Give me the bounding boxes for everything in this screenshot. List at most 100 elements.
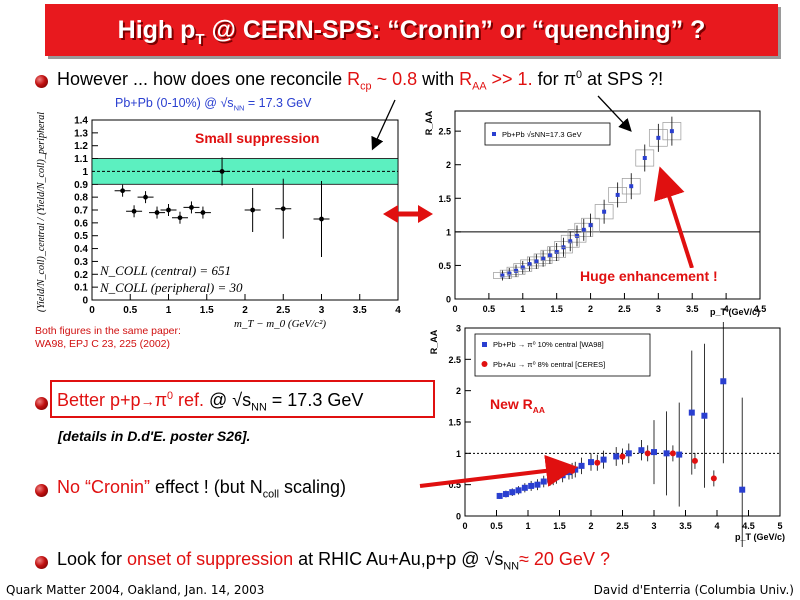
data-point [625, 450, 632, 457]
bullet-icon [35, 484, 48, 497]
pp-reference-box [50, 380, 435, 418]
y-tick-label: 0.8 [74, 193, 88, 204]
left-plot: 0 0.5 1 1.5 2 2.5 3 3.5 400.10.20.30.40.50.60.70… [36, 112, 401, 330]
data-point [509, 489, 516, 496]
legend-box [474, 333, 651, 377]
x-tick-label: 5 [777, 521, 782, 531]
legend-label-wa98: Pb+Pb → π⁰ 10% central [WA98] [493, 340, 604, 349]
data-point [143, 194, 148, 200]
data-point [189, 205, 194, 210]
legend-box [484, 122, 611, 146]
y-tick-label: 1.5 [448, 418, 461, 428]
data-point [691, 457, 698, 464]
x-axis-label: p_T (GeV/c) [710, 307, 760, 317]
data-point [688, 409, 695, 416]
y-tick-label: 0.6 [74, 218, 88, 229]
data-point [651, 449, 657, 456]
data-point [588, 223, 593, 228]
data-point [528, 482, 535, 489]
data-point [581, 227, 586, 232]
x-tick-label: 4.5 [742, 521, 755, 531]
data-point [534, 259, 539, 264]
data-point [613, 453, 620, 460]
data-point [541, 256, 546, 261]
data-point [319, 216, 324, 222]
y-tick-label: 1.3 [74, 128, 88, 139]
data-point [534, 481, 541, 488]
y-axis-label: R_AA [429, 329, 439, 354]
x-tick-label: 0 [452, 304, 457, 314]
data-point [120, 188, 125, 194]
y-tick-label: 1.1 [74, 154, 88, 165]
data-point [154, 210, 160, 215]
x-tick-label: 1.5 [550, 304, 563, 314]
title-bar: High pT @ CERN-SPS: “Cronin” or “quenchi… [45, 4, 778, 56]
x-tick-label: 2.5 [616, 521, 629, 531]
y-tick-label: 0.4 [74, 244, 88, 255]
x-tick-label: 2 [588, 304, 593, 314]
data-point [496, 492, 503, 499]
x-tick-label: 2.5 [618, 304, 631, 314]
y-tick-label: 1.4 [74, 116, 88, 127]
x-tick-label: 2 [588, 521, 593, 531]
data-point [200, 210, 206, 215]
data-point [547, 253, 552, 258]
legend-label: Pb+Pb √sNN=17.3 GeV [502, 130, 582, 139]
paper-note: Both figures in the same paper: WA98, EP… [35, 325, 181, 351]
y-tick-label: 0.1 [74, 283, 88, 294]
data-point [594, 459, 601, 466]
data-point [644, 450, 651, 457]
data-point [739, 486, 746, 493]
data-point [540, 478, 547, 485]
data-point [568, 239, 573, 244]
data-point [514, 268, 518, 273]
y-tick-label: 0.3 [74, 257, 88, 268]
x-tick-label: 3.5 [353, 305, 367, 316]
data-point [550, 474, 557, 481]
x-tick-label: 0.5 [483, 304, 496, 314]
x-axis-label: p_T (GeV/c) [735, 532, 785, 542]
data-point [669, 129, 674, 134]
y-tick-label: 2.5 [448, 355, 461, 365]
data-point [588, 459, 594, 466]
y-tick-label: 0 [456, 512, 461, 522]
legend-marker-wa98 [482, 342, 487, 347]
x-tick-label: 1 [525, 521, 530, 531]
y-tick-label: 1.2 [74, 141, 88, 152]
right-bottom-plot: 0 0.5 1 1.5 2 2.5 3 3.5 4 4.5 5 0 0.5 1 1.5 2 2.5 3 Pb+Pb … [429, 322, 785, 547]
y-tick-label: 0.7 [74, 206, 88, 217]
data-point [500, 273, 505, 278]
bullet-4-text: Look for onset of suppression at RHIC Au… [57, 549, 610, 573]
left-plot-header: Pb+Pb (0-10%) @ √sNN = 17.3 GeV [115, 96, 312, 113]
x-tick-label: 0.5 [123, 305, 137, 316]
huge-enhancement-label: Huge enhancement ! [580, 268, 718, 284]
x-tick-label: 3 [656, 304, 661, 314]
data-point [663, 450, 670, 457]
x-tick-label: 0.5 [490, 521, 503, 531]
data-point [280, 206, 286, 212]
bullet-3-text: No “Cronin” effect ! (but Ncoll scaling) [57, 477, 346, 501]
paper-note-line-2: WA98, EPJ C 23, 225 (2002) [35, 338, 171, 350]
y-tick-label: 2.5 [438, 127, 451, 137]
y-tick-label: 2 [446, 160, 451, 170]
data-point [669, 450, 676, 457]
x-tick-label: 3 [319, 305, 325, 316]
data-point [710, 475, 717, 482]
x-tick-label: 1.5 [553, 521, 566, 531]
data-point [656, 135, 661, 140]
data-point [701, 412, 708, 419]
x-tick-label: 4 [714, 521, 719, 531]
slide-title: High pT @ CERN-SPS: “Cronin” or “quenchi… [117, 16, 706, 48]
y-tick-label: 1 [456, 449, 461, 459]
data-point [521, 484, 528, 491]
data-point [166, 207, 171, 213]
data-point [629, 184, 634, 189]
data-point [602, 209, 607, 214]
data-point [515, 487, 522, 494]
bullet-1-text: However ... how does one reconcile Rcp ~… [57, 69, 664, 93]
data-point [676, 451, 683, 458]
x-tick-label: 4.5 [754, 304, 767, 314]
legend-label-ceres: Pb+Au → π⁰ 8% central [CERES] [493, 360, 605, 369]
data-point [569, 467, 576, 474]
y-tick-label: 0.2 [74, 270, 88, 281]
